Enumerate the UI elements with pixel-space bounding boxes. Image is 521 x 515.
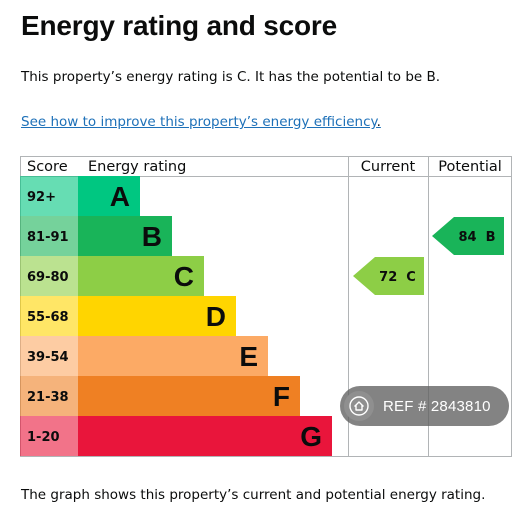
rating-letter-d: D [206, 301, 226, 332]
graph-caption: The graph shows this property’s current … [21, 487, 486, 503]
page-title: Energy rating and score [21, 10, 337, 41]
rating-summary: This property’s energy rating is C. It h… [21, 69, 441, 85]
rating-bar-b [78, 216, 172, 256]
rating-bar-a [78, 176, 140, 216]
rating-bar-d [78, 296, 236, 336]
improve-efficiency-link[interactable]: See how to improve this property’s energ… [21, 114, 377, 130]
score-cell-b [20, 216, 78, 256]
score-range-c: 69-80 [27, 270, 69, 285]
reference-badge: REF # 2843810 [340, 386, 509, 426]
score-cell-c [20, 256, 78, 296]
link-period: . [376, 114, 381, 130]
current-rating-arrow [353, 257, 424, 295]
rating-letter-g: G [300, 421, 322, 452]
home-icon [344, 391, 374, 421]
header-current: Current [361, 159, 416, 175]
rating-letter-f: F [273, 381, 290, 412]
score-range-d: 55-68 [27, 310, 69, 325]
score-range-g: 1-20 [27, 430, 60, 445]
score-range-a: 92+ [27, 190, 56, 205]
rating-letter-e: E [239, 341, 258, 372]
header-energy-rating: Energy rating [88, 159, 186, 175]
header-potential: Potential [438, 159, 502, 175]
improve-efficiency-link-row: See how to improve this property’s energ… [21, 114, 381, 130]
rating-letter-c: C [174, 261, 194, 292]
current-rating-label: 72 C [379, 270, 416, 285]
energy-rating-chart: Score Energy rating Current Potential 92+ A 81… [20, 156, 512, 457]
score-cell-f [20, 376, 78, 416]
rating-bar-c [78, 256, 204, 296]
reference-number: REF # 2843810 [383, 397, 491, 415]
score-cell-a [20, 176, 78, 216]
rating-bar-f [78, 376, 300, 416]
rating-bar-g [78, 416, 332, 456]
epc-chart-svg: Score Energy rating Current Potential 92+ A 81… [20, 156, 512, 457]
score-range-e: 39-54 [27, 350, 69, 365]
potential-rating-label: 84 B [458, 230, 495, 245]
score-cell-g [20, 416, 78, 456]
rating-letter-a: A [110, 181, 130, 212]
score-cell-d [20, 296, 78, 336]
score-range-b: 81-91 [27, 230, 69, 245]
rating-letter-b: B [142, 221, 162, 252]
score-range-f: 21-38 [27, 390, 69, 405]
header-score: Score [27, 159, 68, 175]
potential-rating-arrow [432, 217, 504, 255]
rating-bar-e [78, 336, 268, 376]
score-cell-e [20, 336, 78, 376]
